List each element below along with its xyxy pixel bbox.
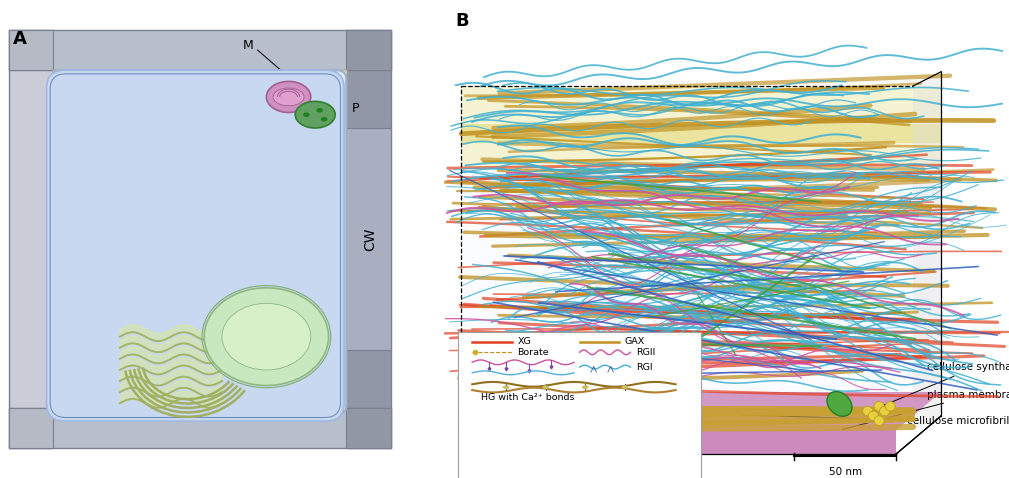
Ellipse shape	[542, 385, 549, 389]
Polygon shape	[346, 128, 390, 350]
Text: V: V	[119, 231, 129, 247]
Polygon shape	[461, 392, 941, 430]
Polygon shape	[461, 86, 941, 392]
Ellipse shape	[222, 304, 311, 370]
Text: A: A	[13, 30, 27, 48]
Text: cellulose synthase: cellulose synthase	[882, 362, 1009, 406]
Text: P: P	[351, 101, 359, 115]
Polygon shape	[9, 30, 390, 70]
Ellipse shape	[869, 411, 879, 421]
Text: Borate: Borate	[518, 348, 549, 357]
Polygon shape	[913, 72, 941, 430]
Ellipse shape	[204, 288, 329, 385]
Polygon shape	[461, 124, 941, 143]
Polygon shape	[53, 70, 346, 408]
Ellipse shape	[874, 402, 884, 411]
Text: plasma membrane: plasma membrane	[843, 390, 1009, 430]
Polygon shape	[461, 86, 941, 167]
Text: RE: RE	[150, 378, 165, 388]
Text: RGII: RGII	[636, 348, 656, 357]
Text: C: C	[120, 410, 129, 423]
Ellipse shape	[321, 117, 327, 121]
Ellipse shape	[622, 385, 629, 389]
Polygon shape	[9, 30, 53, 448]
Ellipse shape	[827, 391, 852, 416]
Ellipse shape	[273, 88, 304, 106]
Text: cellulose microfibril: cellulose microfibril	[741, 415, 1009, 426]
Ellipse shape	[266, 81, 311, 112]
Polygon shape	[346, 408, 390, 448]
Text: GAX: GAX	[625, 337, 645, 346]
Ellipse shape	[880, 406, 890, 416]
Polygon shape	[346, 30, 390, 448]
Text: CW: CW	[363, 227, 377, 251]
Ellipse shape	[502, 385, 510, 389]
Ellipse shape	[582, 385, 588, 389]
Text: HG with Ca²⁺ bonds: HG with Ca²⁺ bonds	[480, 393, 574, 402]
Text: B: B	[455, 12, 469, 30]
Text: M: M	[243, 39, 254, 53]
FancyBboxPatch shape	[46, 70, 344, 421]
Ellipse shape	[885, 402, 895, 411]
Polygon shape	[9, 30, 53, 70]
Ellipse shape	[316, 108, 323, 112]
Ellipse shape	[296, 101, 335, 128]
Polygon shape	[461, 430, 896, 454]
Polygon shape	[9, 408, 53, 448]
Ellipse shape	[303, 112, 310, 117]
Text: N: N	[261, 330, 271, 344]
Ellipse shape	[874, 416, 884, 425]
Text: RGI: RGI	[636, 363, 653, 371]
Ellipse shape	[863, 406, 873, 416]
Text: 50 nm: 50 nm	[828, 467, 862, 477]
FancyBboxPatch shape	[51, 70, 346, 414]
Polygon shape	[9, 408, 390, 448]
Text: XG: XG	[518, 337, 531, 346]
Polygon shape	[346, 30, 390, 70]
FancyBboxPatch shape	[458, 332, 701, 478]
